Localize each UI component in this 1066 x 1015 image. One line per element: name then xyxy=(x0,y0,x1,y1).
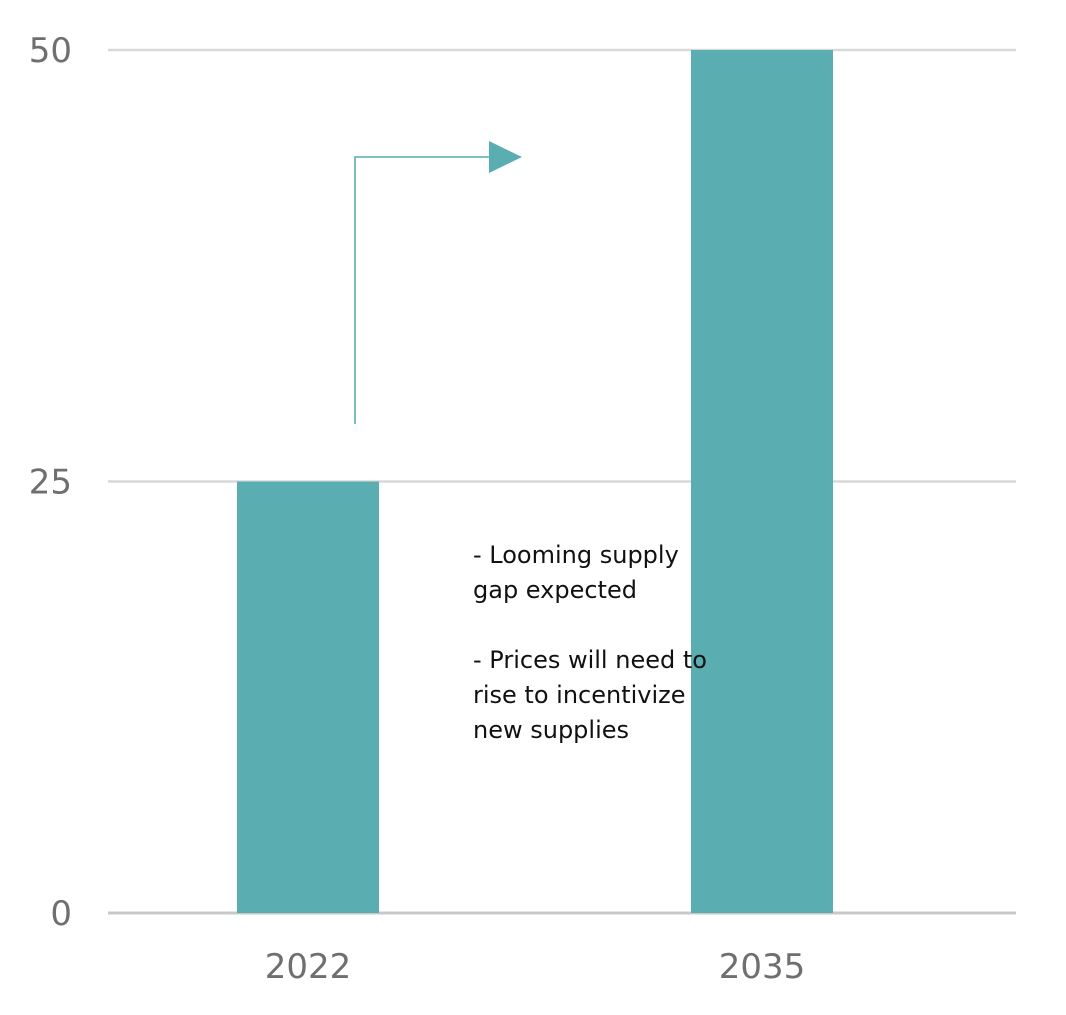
bars xyxy=(237,50,833,913)
annotation-prices-rise: - Prices will need to rise to incentiviz… xyxy=(473,646,707,744)
y-tick-label: 25 xyxy=(29,463,72,503)
y-tick-label: 50 xyxy=(29,31,72,71)
x-axis-labels: 2022 2035 xyxy=(265,947,806,987)
bar-2022 xyxy=(237,481,379,913)
step-up-arrow-icon xyxy=(354,141,522,424)
x-category-label: 2035 xyxy=(719,947,806,987)
arrow-head xyxy=(489,141,522,173)
bar-2035 xyxy=(691,50,833,913)
y-axis-ticks: 0 25 50 xyxy=(29,31,72,934)
annotation-text: - Looming supply gap expected - Prices w… xyxy=(473,538,713,748)
annotation-supply-gap: - Looming supply gap expected xyxy=(473,541,679,604)
y-tick-label: 0 xyxy=(50,894,72,934)
arrow-line xyxy=(354,156,492,424)
x-category-label: 2022 xyxy=(265,947,352,987)
